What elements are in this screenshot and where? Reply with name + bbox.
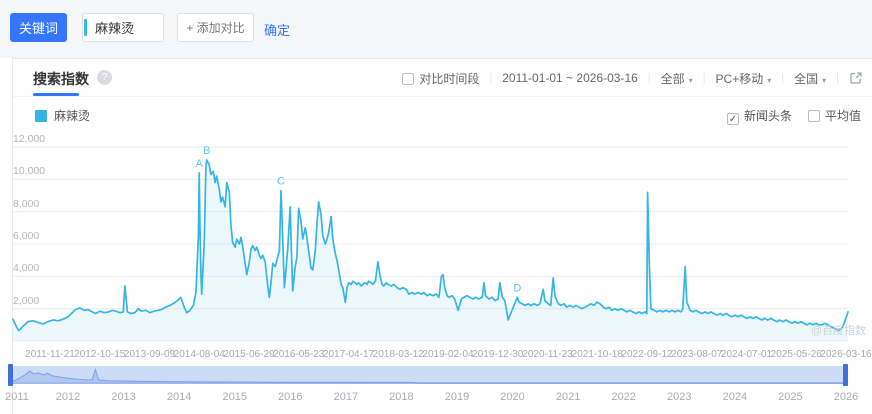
chevron-down-icon: ▾	[688, 75, 693, 85]
brush-year-label: 2022	[611, 391, 636, 403]
series-color-accent	[84, 19, 87, 36]
brush-year-label: 2017	[333, 391, 359, 403]
card-header: 搜索指数 ? 对比时间段 | 2011-01-01 ~ 2026-03-16 |…	[13, 59, 872, 97]
brush-year-label: 2026	[833, 391, 859, 403]
x-tick-label: 2018-03-12	[372, 349, 424, 360]
brush-year-label: 2023	[667, 391, 692, 403]
card-title: 搜索指数	[33, 71, 89, 87]
y-tick-label: 12,000	[13, 133, 46, 145]
device-dropdown[interactable]: PC+移动 ▾	[716, 70, 772, 87]
x-tick-label: 2020-11-23	[522, 349, 573, 360]
header-controls: 对比时间段 | 2011-01-01 ~ 2026-03-16 | 全部 ▾ | …	[402, 59, 863, 97]
export-icon[interactable]	[849, 71, 863, 85]
separator: |	[702, 72, 706, 84]
region-label: 全国	[794, 71, 819, 86]
keyword-input[interactable]	[95, 20, 157, 35]
news-marker-B[interactable]: B	[203, 145, 210, 157]
brush-year-label: 2018	[389, 391, 414, 403]
x-tick-label: 2023-08-07	[671, 349, 723, 360]
brush-year-label: 2011	[5, 391, 29, 403]
legend-item[interactable]: 麻辣烫	[35, 107, 90, 124]
keyword-button[interactable]: 关键词	[10, 13, 67, 42]
legend-row: 麻辣烫 ✓ 新闻头条 平均值	[13, 97, 872, 133]
checkbox-icon[interactable]	[807, 110, 820, 122]
y-tick-label: 10,000	[13, 165, 46, 178]
checkbox-icon[interactable]	[402, 72, 415, 85]
news-marker-C[interactable]: C	[277, 176, 285, 188]
device-label: PC+移动	[715, 71, 764, 86]
x-tick-label: 2015-06-29	[223, 349, 275, 360]
checkbox-checked-icon[interactable]: ✓	[726, 113, 739, 125]
x-tick-label: 2016-05-23	[273, 349, 325, 360]
x-tick-label: 2017-04-17	[322, 349, 375, 360]
brush-year-label: 2019	[444, 391, 470, 403]
compare-period-checkbox[interactable]: 对比时间段	[402, 70, 479, 87]
compare-period-label: 对比时间段	[419, 71, 480, 86]
chevron-down-icon: ▾	[767, 75, 772, 85]
add-compare-button[interactable]: + 添加对比	[177, 13, 254, 42]
search-index-card: 搜索指数 ? 对比时间段 | 2011-01-01 ~ 2026-03-16 |…	[12, 58, 872, 414]
legend-toggles: ✓ 新闻头条 平均值	[726, 107, 861, 125]
news-headlines-label: 新闻头条	[743, 109, 792, 123]
series-area-fill	[13, 159, 848, 341]
x-tick-label: 2013-09-09	[123, 349, 176, 360]
keyword-input-box[interactable]	[82, 13, 164, 42]
keyword-toolbar: 关键词 + 添加对比 确定	[0, 0, 872, 58]
brush-right-handle[interactable]	[843, 364, 848, 386]
confirm-link[interactable]: 确定	[264, 23, 291, 38]
separator: |	[781, 72, 785, 84]
average-checkbox[interactable]: 平均值	[807, 107, 861, 125]
separator: |	[489, 72, 493, 84]
active-tab-underline	[33, 93, 79, 96]
y-tick-label: 6,000	[13, 230, 40, 242]
x-tick-label: 2014-08-04	[173, 349, 225, 360]
brush-year-label: 2025	[778, 391, 803, 403]
x-tick-label: 2025-05-26	[770, 349, 822, 360]
region-dropdown[interactable]: 全国 ▾	[794, 70, 826, 87]
x-tick-label: 2019-12-30	[472, 349, 524, 360]
y-tick-label: 4,000	[13, 262, 40, 275]
separator: |	[836, 72, 839, 84]
brush-year-label: 2013	[111, 391, 136, 403]
brush-year-label: 2012	[55, 391, 81, 403]
timeline-brush[interactable]	[8, 364, 848, 386]
y-tick-label: 2,000	[13, 294, 40, 307]
news-marker-D[interactable]: D	[513, 282, 521, 294]
average-label: 平均值	[824, 109, 861, 123]
series-line	[12, 159, 849, 332]
date-range-picker[interactable]: 2011-01-01 ~ 2026-03-16	[502, 71, 638, 85]
x-tick-label: 2024-07-01	[720, 349, 773, 360]
watermark: @百度指数	[810, 325, 866, 337]
brush-left-handle[interactable]	[8, 364, 13, 386]
help-icon[interactable]: ?	[97, 70, 112, 85]
news-marker-A[interactable]: A	[196, 158, 204, 170]
x-tick-label: 2019-02-04	[422, 349, 474, 360]
filter-all-label: 全部	[660, 71, 685, 86]
brush-year-label: 2015	[222, 391, 247, 403]
brush-year-label: 2014	[166, 391, 192, 403]
brush-year-label: 2024	[722, 391, 748, 403]
chevron-down-icon: ▾	[822, 75, 827, 85]
news-headlines-checkbox[interactable]: ✓ 新闻头条	[726, 107, 792, 125]
brush-year-label: 2021	[555, 391, 581, 403]
y-tick-label: 8,000	[13, 197, 40, 210]
brush-year-label: 2016	[278, 391, 303, 403]
brush-year-label: 2020	[500, 391, 525, 403]
filter-all-dropdown[interactable]: 全部 ▾	[661, 70, 693, 87]
separator: |	[647, 72, 651, 84]
series-swatch	[35, 109, 47, 122]
x-tick-label: 2022-09-12	[621, 349, 673, 360]
x-tick-label: 2026-03-16	[820, 349, 872, 360]
series-legend-label: 麻辣烫	[54, 109, 91, 123]
x-tick-label: 2012-10-15	[74, 349, 126, 360]
brush-mini-area	[8, 369, 848, 384]
brush-mini-line	[8, 367, 848, 384]
x-tick-label: 2011-11-21	[25, 349, 75, 360]
x-tick-label: 2021-10-18	[571, 349, 623, 360]
